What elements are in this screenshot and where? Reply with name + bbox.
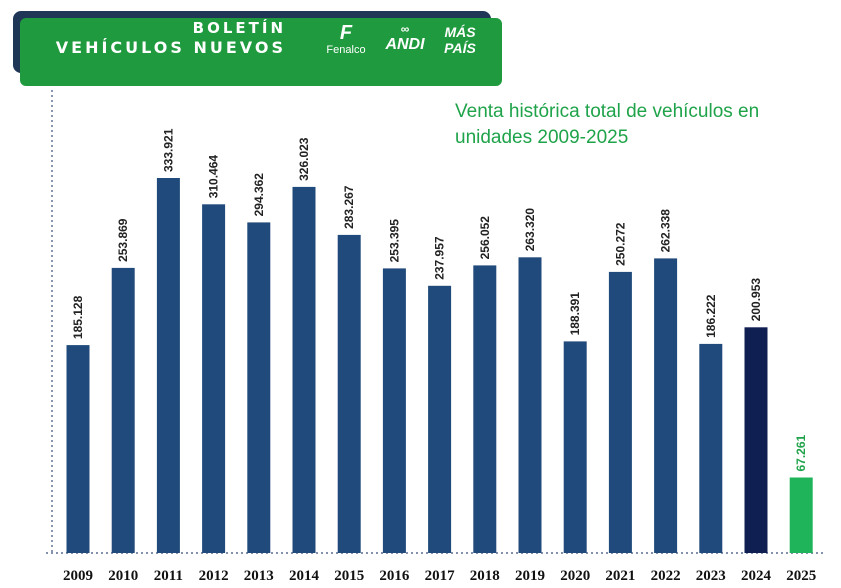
x-tick-label-2023: 2023	[696, 568, 726, 584]
bar-2024	[744, 327, 768, 553]
x-tick-label-2019: 2019	[515, 568, 545, 584]
bar-2019	[518, 257, 542, 553]
bar-2017	[428, 285, 452, 553]
chart-title: Venta histórica total de vehículos en un…	[455, 101, 760, 148]
bar-2023	[699, 343, 723, 553]
value-label-2010: 253.869	[116, 218, 130, 262]
banner-title-line2: VEHÍCULOS NUEVOS	[55, 38, 286, 57]
bar-2020	[563, 341, 587, 553]
bar-2021	[608, 271, 632, 553]
fenalco-logo: F Fenalco	[318, 22, 374, 56]
x-tick-label-2011: 2011	[154, 568, 183, 584]
andi-logo-symbol: ∞	[400, 22, 410, 36]
x-tick-label-2009: 2009	[63, 568, 93, 584]
value-label-2021: 250.272	[613, 222, 627, 266]
bar-2016	[382, 268, 406, 553]
x-tick-label-2025: 2025	[786, 568, 816, 584]
x-tick-label-2016: 2016	[379, 568, 410, 584]
bar-2009	[66, 345, 90, 553]
mas-pais-logo-line2: PAÍS	[444, 40, 476, 56]
x-tick-label-2012: 2012	[199, 568, 229, 584]
value-label-2022: 262.338	[659, 209, 673, 253]
value-label-2018: 256.052	[478, 216, 492, 260]
bar-2011	[156, 178, 180, 553]
value-label-2025: 67.261	[794, 434, 808, 471]
x-tick-label-2010: 2010	[108, 568, 138, 584]
bar-2010	[111, 267, 135, 553]
x-tick-label-2017: 2017	[425, 568, 456, 584]
value-label-2019: 263.320	[523, 208, 537, 252]
banner-title: BOLETÍN VEHÍCULOS NUEVOS	[26, 19, 286, 58]
header-banner	[20, 18, 502, 86]
bar-2012	[202, 204, 226, 554]
value-label-2016: 253.395	[387, 219, 401, 263]
bar-2022	[654, 258, 678, 553]
fenalco-logo-name: Fenalco	[326, 44, 366, 56]
bar-2013	[247, 222, 271, 553]
banner-title-line1: BOLETÍN	[192, 19, 286, 37]
bar-2014	[292, 186, 316, 553]
value-label-2023: 186.222	[704, 294, 718, 338]
bar-2015	[337, 234, 361, 553]
x-tick-label-2024: 2024	[741, 568, 772, 584]
x-tick-label-2014: 2014	[289, 568, 320, 584]
x-tick-label-2018: 2018	[470, 568, 500, 584]
bar-2018	[473, 265, 497, 553]
andi-logo-name: ANDI	[385, 36, 425, 53]
bar-2025	[789, 477, 813, 553]
x-tick-label-2022: 2022	[651, 568, 681, 584]
value-label-2013: 294.362	[252, 173, 266, 217]
mas-pais-logo-line1: MÁS	[444, 24, 476, 40]
fenalco-logo-mark: F	[339, 22, 353, 44]
value-label-2011: 333.921	[161, 128, 175, 172]
andi-logo: ∞ ANDI	[381, 22, 429, 54]
x-tick-label-2013: 2013	[244, 568, 274, 584]
x-tick-label-2015: 2015	[334, 568, 364, 584]
value-label-2014: 326.023	[297, 137, 311, 181]
value-label-2015: 283.267	[342, 185, 356, 229]
value-label-2017: 237.957	[433, 236, 447, 280]
mas-pais-logo: MÁS PAÍS	[436, 24, 484, 56]
value-label-2024: 200.953	[749, 278, 763, 322]
value-label-2012: 310.464	[207, 155, 221, 199]
value-label-2020: 188.391	[568, 292, 582, 336]
x-tick-label-2020: 2020	[560, 568, 590, 584]
value-label-2009: 185.128	[71, 295, 85, 339]
x-tick-label-2021: 2021	[605, 568, 635, 584]
